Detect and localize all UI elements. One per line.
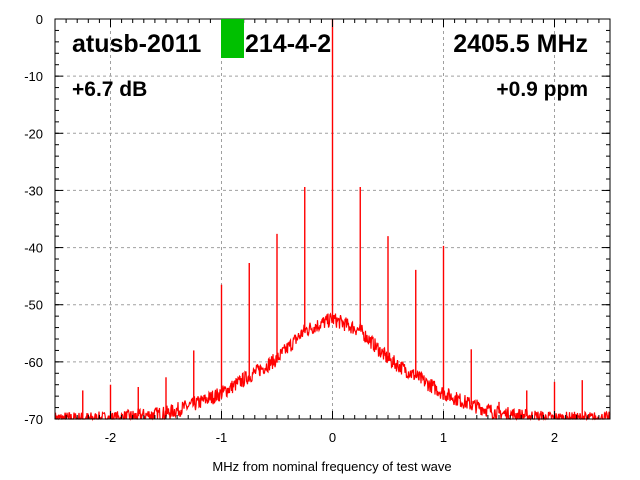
x-axis-label: MHz from nominal frequency of test wave <box>212 459 451 474</box>
axes: -2 -1 0 1 20-10-20-30-40-50-60-70 <box>24 12 611 445</box>
redaction-box <box>221 19 244 58</box>
y-tick-label: -70 <box>24 412 43 427</box>
level-label: +6.7 dB <box>72 78 147 101</box>
title-right-part: 214-4-2 <box>245 30 331 58</box>
y-tick-label: 0 <box>36 12 43 27</box>
y-tick-label: -50 <box>24 298 43 313</box>
y-tick-label: -20 <box>24 126 43 141</box>
x-tick-label: 0 <box>329 430 336 445</box>
frequency-label: 2405.5 MHz <box>453 30 588 58</box>
x-tick-label: 2 <box>551 430 558 445</box>
y-tick-label: -30 <box>24 183 43 198</box>
y-tick-label: -40 <box>24 241 43 256</box>
x-tick-label: -2 <box>105 430 117 445</box>
ppm-label: +0.9 ppm <box>496 78 588 101</box>
title-left: atusb-2011 <box>72 30 201 58</box>
y-tick-label: -60 <box>24 355 43 370</box>
plot-frame <box>54 18 611 420</box>
x-tick-label: 1 <box>440 430 447 445</box>
trace-group <box>54 19 611 422</box>
y-tick-label: -10 <box>24 69 43 84</box>
x-tick-label: -1 <box>216 430 228 445</box>
